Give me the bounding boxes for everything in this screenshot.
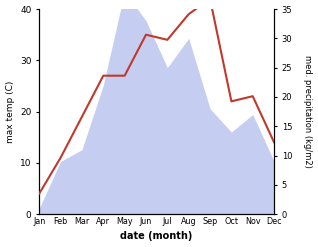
X-axis label: date (month): date (month)	[121, 231, 193, 242]
Y-axis label: med. precipitation (kg/m2): med. precipitation (kg/m2)	[303, 55, 313, 168]
Y-axis label: max temp (C): max temp (C)	[5, 80, 15, 143]
